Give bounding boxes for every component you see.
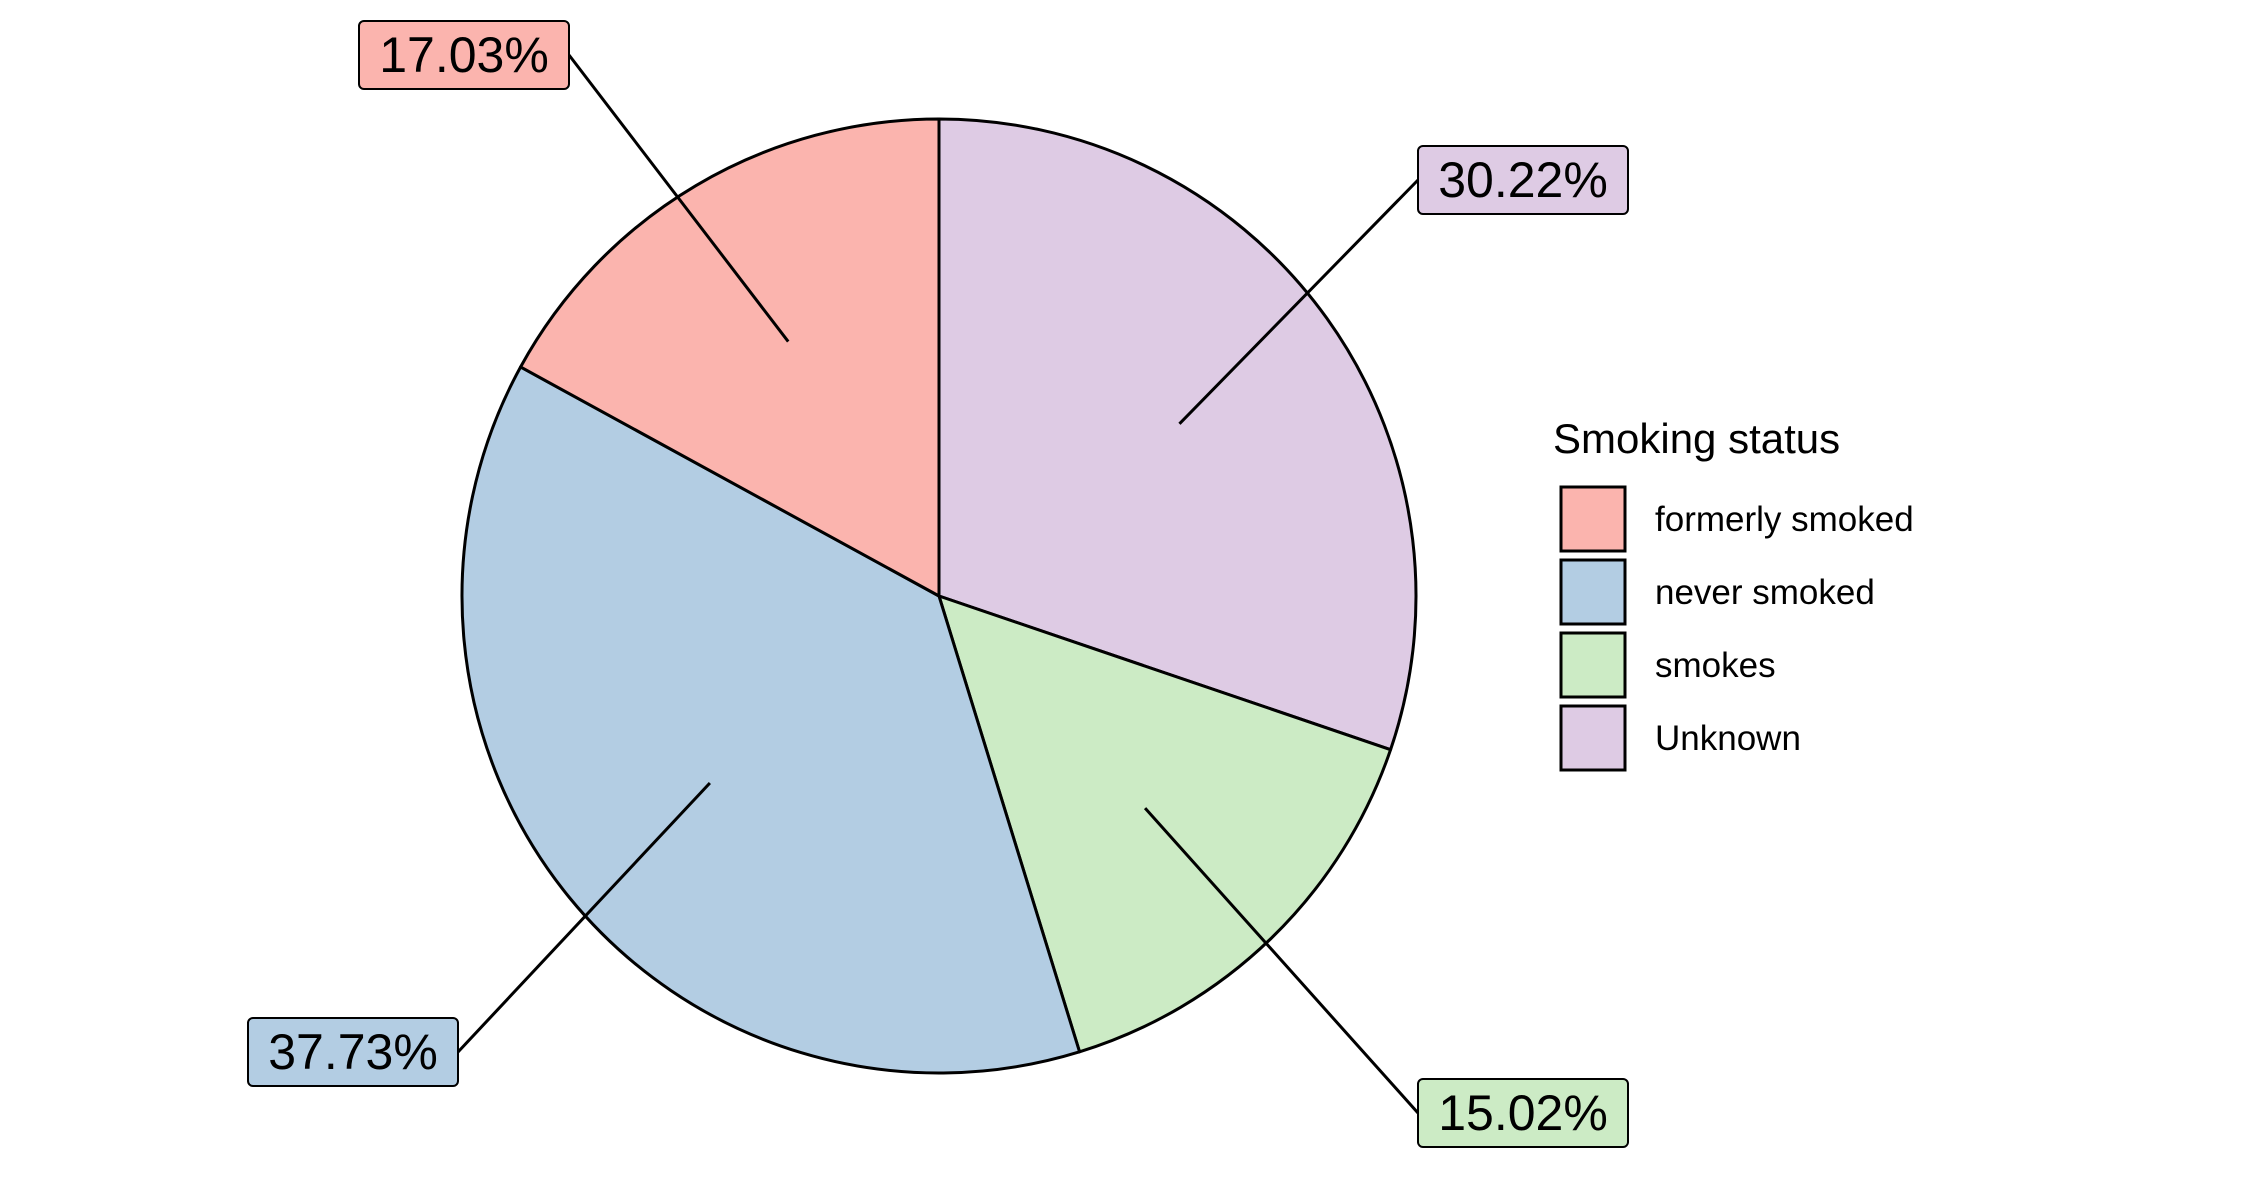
data-label-formerly-smoked: 17.03% <box>379 27 549 83</box>
slice-formerly-smoked <box>519 117 941 598</box>
legend-key-smokes <box>1559 631 1627 699</box>
label-box-never-smoked <box>247 1017 459 1087</box>
leader-line-never-smoked <box>456 781 711 1054</box>
leader-line-smokes <box>1143 807 1420 1115</box>
slice-labels: 30.22% 15.02% 37.73% 17.03% <box>247 20 1629 1148</box>
label-box-formerly-smoked <box>358 20 570 90</box>
legend-label-unknown: Unknown <box>1655 719 1801 758</box>
legend-title: Smoking status <box>1553 415 1840 462</box>
slice-never-smoked <box>460 365 1082 1075</box>
slice-unknown <box>937 117 1418 752</box>
legend-key-never-smoked <box>1559 558 1627 626</box>
leader-line-unknown <box>1178 178 1420 425</box>
slice-smokes <box>937 594 1393 1054</box>
data-label-never-smoked: 37.73% <box>268 1024 438 1080</box>
legend-label-formerly-smoked: formerly smoked <box>1655 500 1914 539</box>
leader-line-formerly-smoked <box>567 54 790 343</box>
legend-key-unknown <box>1559 704 1627 772</box>
data-label-unknown: 30.22% <box>1438 152 1608 208</box>
label-box-smokes <box>1417 1078 1629 1148</box>
legend-key-formerly-smoked <box>1559 485 1627 553</box>
data-label-smokes: 15.02% <box>1438 1085 1608 1141</box>
legend-label-smokes: smokes <box>1655 646 1776 685</box>
legend: Smoking status formerly smoked never smok… <box>1553 415 1914 772</box>
label-box-unknown <box>1417 145 1629 215</box>
legend-label-never-smoked: never smoked <box>1655 573 1875 612</box>
pie-slices <box>460 117 1418 1075</box>
label-leader-lines <box>456 54 1420 1115</box>
